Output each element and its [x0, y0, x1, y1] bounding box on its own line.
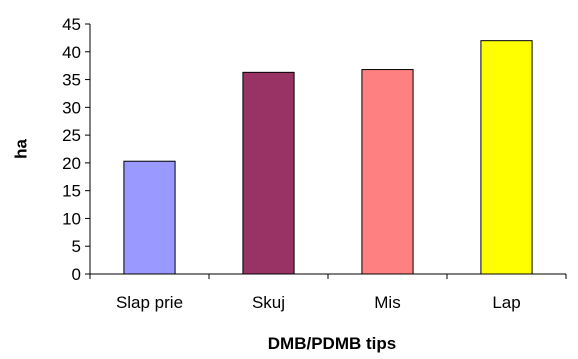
y-tick-label: 35 — [62, 71, 81, 90]
y-tick-label: 40 — [62, 43, 81, 62]
y-axis-title: ha — [11, 139, 30, 159]
x-tick-label: Mis — [374, 293, 400, 312]
x-axis-ticks — [89, 274, 567, 279]
x-axis-title: DMB/PDMB tips — [268, 334, 396, 353]
x-tick-label: Lap — [492, 293, 520, 312]
bar-mis — [361, 69, 414, 275]
y-axis-ticks — [85, 23, 90, 275]
x-axis-tick-labels: Slap prie Skuj Mis Lap — [116, 293, 521, 312]
y-tick-label: 0 — [72, 265, 81, 284]
x-tick-label: Slap prie — [116, 293, 183, 312]
y-tick-label: 45 — [62, 15, 81, 34]
bars — [123, 40, 533, 275]
y-tick-label: 25 — [62, 126, 81, 145]
bar-slap-prie — [123, 160, 176, 275]
y-axis-tick-labels: 0 5 10 15 20 25 30 35 40 45 — [62, 15, 81, 284]
y-tick-label: 15 — [62, 182, 81, 201]
y-tick-label: 30 — [62, 98, 81, 117]
y-tick-label: 10 — [62, 209, 81, 228]
y-tick-label: 5 — [72, 237, 81, 256]
y-tick-label: 20 — [62, 154, 81, 173]
bar-skuj — [242, 71, 295, 275]
x-tick-label: Skuj — [252, 293, 285, 312]
bar-lap — [480, 40, 533, 275]
